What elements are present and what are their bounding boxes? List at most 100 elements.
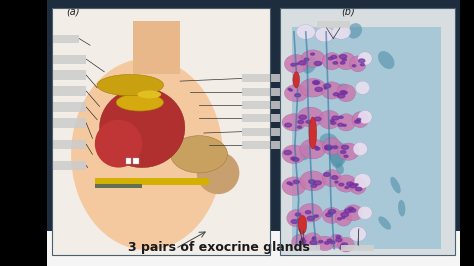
Bar: [287, 245, 320, 251]
Bar: [52, 8, 270, 255]
Ellipse shape: [354, 174, 371, 188]
Ellipse shape: [284, 85, 308, 102]
Bar: [126, 158, 131, 164]
Bar: [133, 158, 139, 164]
Circle shape: [345, 186, 349, 189]
Ellipse shape: [197, 152, 239, 194]
Ellipse shape: [300, 78, 326, 97]
Circle shape: [301, 238, 305, 240]
Ellipse shape: [171, 136, 228, 173]
Ellipse shape: [322, 138, 341, 155]
Bar: [242, 114, 280, 122]
Circle shape: [333, 146, 337, 149]
Circle shape: [299, 61, 306, 65]
Circle shape: [307, 216, 315, 221]
Ellipse shape: [349, 56, 366, 72]
Ellipse shape: [337, 143, 359, 160]
Circle shape: [299, 115, 307, 119]
Ellipse shape: [330, 144, 344, 168]
Ellipse shape: [347, 23, 362, 39]
Ellipse shape: [352, 112, 369, 128]
Circle shape: [326, 213, 332, 217]
Ellipse shape: [315, 27, 334, 42]
Ellipse shape: [344, 205, 363, 221]
Circle shape: [302, 243, 306, 246]
Circle shape: [325, 146, 332, 150]
Circle shape: [291, 220, 298, 223]
Ellipse shape: [322, 53, 341, 70]
Bar: [317, 21, 350, 28]
Circle shape: [337, 218, 341, 220]
Bar: [341, 245, 374, 251]
Circle shape: [291, 63, 296, 66]
Circle shape: [346, 182, 353, 186]
Circle shape: [306, 120, 311, 123]
Ellipse shape: [319, 110, 340, 129]
Circle shape: [355, 120, 361, 123]
Circle shape: [333, 62, 337, 64]
Ellipse shape: [292, 234, 310, 250]
Bar: [242, 74, 280, 82]
Bar: [53, 102, 86, 112]
Ellipse shape: [335, 175, 356, 192]
Bar: [242, 101, 280, 109]
Circle shape: [314, 117, 321, 121]
Circle shape: [313, 81, 319, 85]
Circle shape: [305, 211, 311, 214]
Ellipse shape: [282, 177, 306, 196]
Ellipse shape: [335, 210, 352, 226]
Circle shape: [339, 55, 346, 59]
Circle shape: [349, 184, 356, 188]
Circle shape: [314, 61, 321, 65]
Ellipse shape: [293, 72, 300, 88]
Ellipse shape: [322, 170, 341, 187]
Circle shape: [332, 116, 339, 120]
Bar: [53, 161, 86, 170]
Ellipse shape: [336, 163, 344, 174]
Bar: [280, 8, 455, 255]
Bar: [47, 231, 460, 266]
Circle shape: [314, 215, 319, 217]
Circle shape: [356, 120, 359, 122]
Circle shape: [324, 84, 331, 88]
Ellipse shape: [137, 90, 161, 98]
Ellipse shape: [298, 107, 324, 127]
Ellipse shape: [337, 237, 354, 252]
Ellipse shape: [282, 145, 306, 164]
Ellipse shape: [358, 206, 372, 219]
Ellipse shape: [302, 57, 317, 73]
Ellipse shape: [315, 236, 334, 251]
Ellipse shape: [300, 144, 311, 160]
Circle shape: [324, 173, 330, 176]
Circle shape: [293, 180, 299, 184]
Bar: [53, 118, 86, 128]
Circle shape: [290, 89, 292, 91]
Circle shape: [345, 209, 351, 213]
Circle shape: [328, 57, 333, 60]
Ellipse shape: [349, 227, 366, 242]
Ellipse shape: [319, 133, 338, 149]
Circle shape: [328, 210, 336, 214]
Bar: [47, 0, 460, 266]
Circle shape: [315, 147, 319, 149]
Ellipse shape: [71, 59, 223, 250]
Bar: [95, 178, 209, 185]
Bar: [53, 70, 86, 80]
Circle shape: [333, 93, 339, 96]
Ellipse shape: [390, 177, 401, 193]
Circle shape: [360, 64, 365, 66]
Bar: [52, 8, 270, 255]
Circle shape: [287, 182, 291, 184]
Circle shape: [314, 81, 319, 84]
Circle shape: [329, 212, 332, 214]
Bar: [53, 86, 86, 96]
Circle shape: [296, 63, 299, 65]
Ellipse shape: [358, 110, 372, 124]
Bar: [242, 88, 280, 96]
Circle shape: [331, 55, 337, 59]
Circle shape: [338, 123, 343, 126]
Circle shape: [314, 146, 318, 148]
Circle shape: [284, 151, 292, 155]
Circle shape: [340, 244, 345, 247]
Circle shape: [315, 147, 320, 150]
